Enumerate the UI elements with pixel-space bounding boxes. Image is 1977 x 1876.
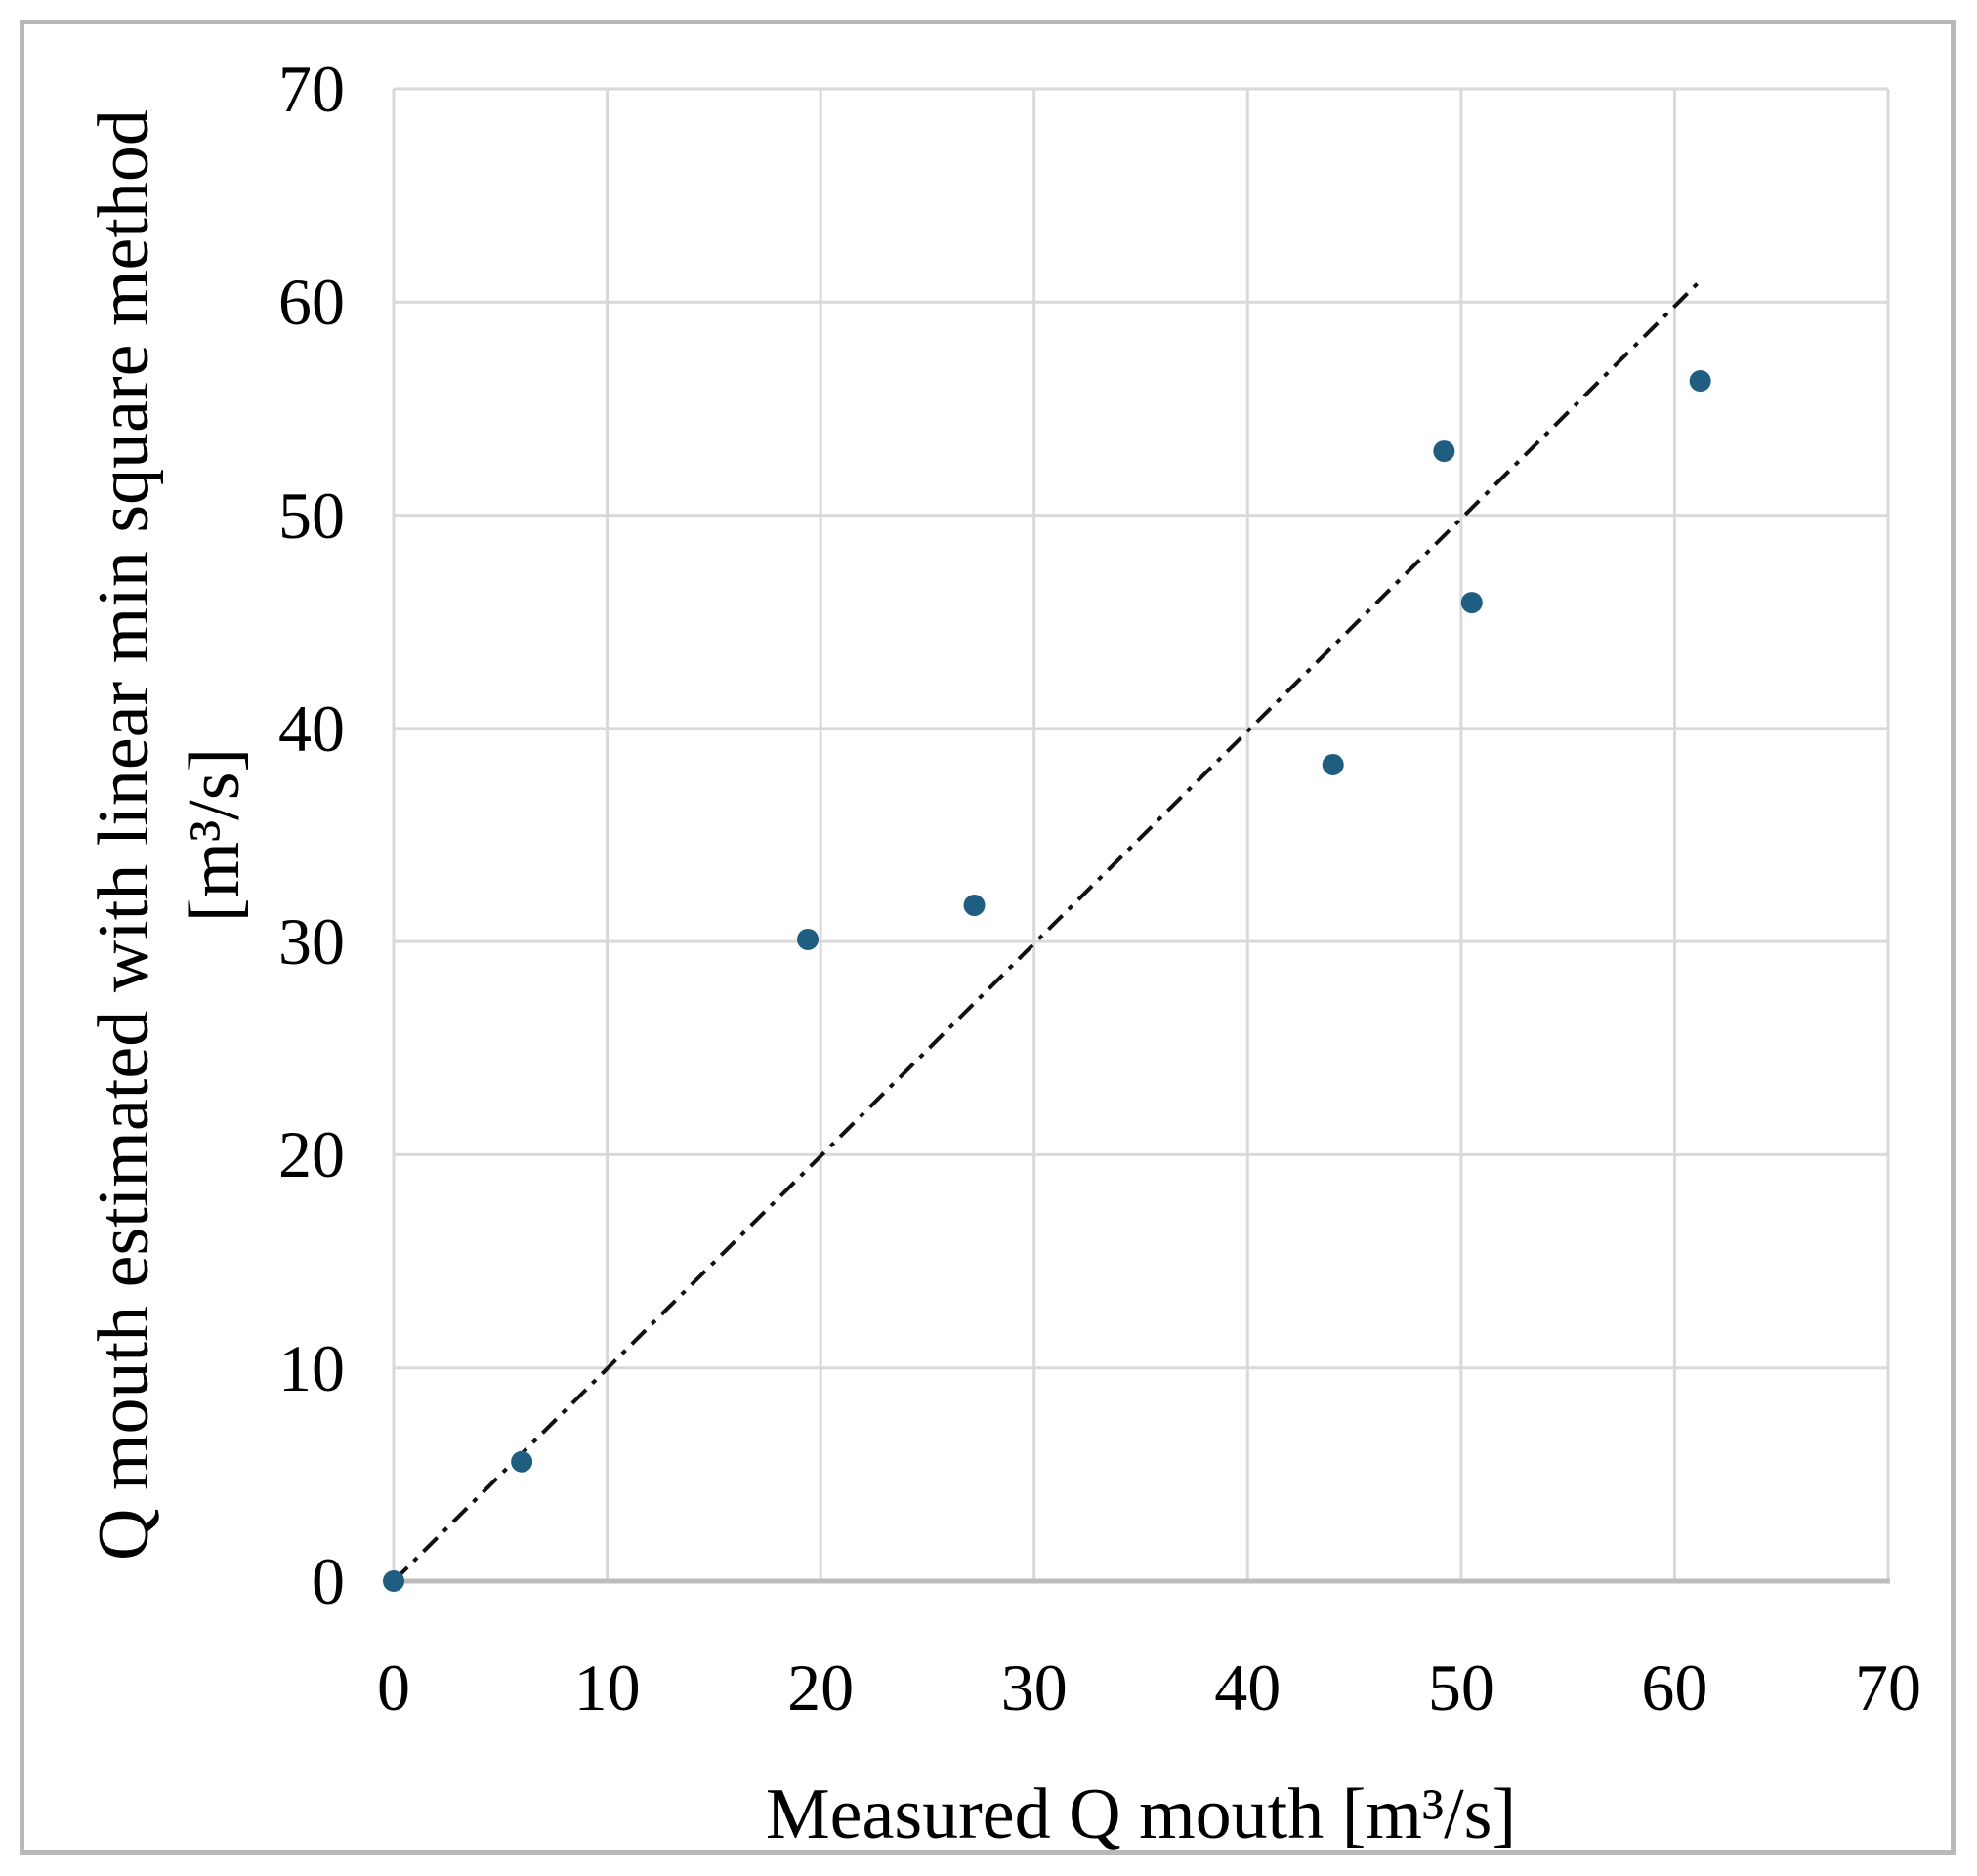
x-tick-label: 20 xyxy=(787,1650,855,1725)
y-tick-label: 70 xyxy=(278,52,345,126)
data-point xyxy=(1460,592,1483,614)
y-tick-label: 0 xyxy=(312,1544,345,1618)
data-point xyxy=(1689,370,1711,393)
x-tick-label: 0 xyxy=(377,1650,410,1725)
y-axis-title-line-2: [m³/s] xyxy=(175,747,255,923)
y-axis-title: Q mouth estimated with linear min square… xyxy=(79,0,265,1675)
x-axis-title: Measured Q mouth [m³/s] xyxy=(765,1774,1517,1855)
data-point xyxy=(1322,753,1344,775)
data-point xyxy=(797,928,820,950)
data-point xyxy=(1433,440,1455,463)
x-tick-label: 70 xyxy=(1855,1650,1921,1725)
y-tick-label: 50 xyxy=(278,478,345,553)
data-point xyxy=(383,1570,404,1592)
y-tick-label: 40 xyxy=(278,690,345,766)
y-tick-label: 60 xyxy=(278,265,345,340)
x-tick-label: 60 xyxy=(1641,1650,1708,1725)
x-tick-label: 30 xyxy=(1000,1650,1068,1725)
figure-border xyxy=(20,20,1956,1855)
x-tick-label: 10 xyxy=(573,1650,641,1725)
x-tick-label: 50 xyxy=(1427,1650,1494,1725)
x-tick-label: 40 xyxy=(1214,1650,1282,1725)
y-tick-label: 30 xyxy=(278,904,345,980)
trendline xyxy=(392,276,1704,1583)
y-axis-title-line-1: Q mouth estimated with linear min square… xyxy=(84,109,164,1561)
data-point xyxy=(963,895,986,917)
data-point xyxy=(511,1450,533,1473)
y-tick-label: 20 xyxy=(278,1117,345,1192)
y-tick-label: 10 xyxy=(278,1330,345,1405)
